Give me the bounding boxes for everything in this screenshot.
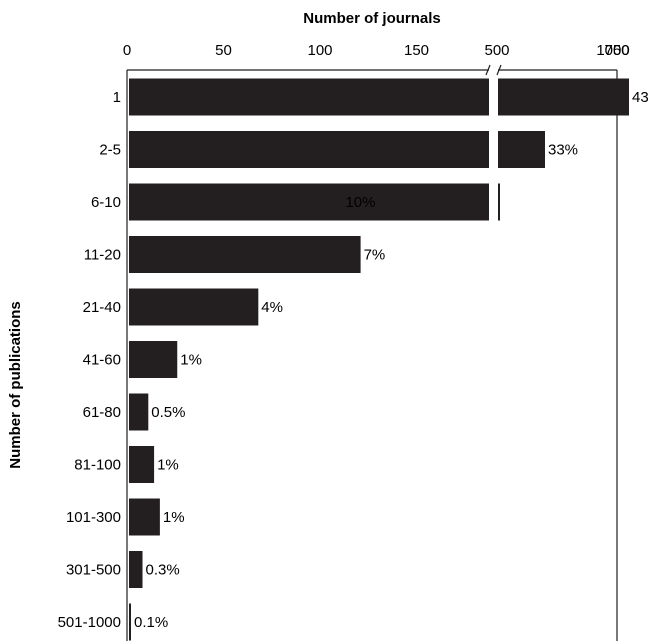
category-label: 61-80 bbox=[83, 404, 121, 421]
category-label: 2-5 bbox=[99, 142, 121, 159]
category-label: 21-40 bbox=[83, 299, 121, 316]
break-slash-right bbox=[496, 64, 502, 76]
percent-label: 33% bbox=[548, 142, 578, 159]
y-axis-title: Number of publications bbox=[7, 301, 24, 469]
axis-break bbox=[485, 64, 502, 76]
x-break-tick-label: 500 bbox=[484, 42, 509, 59]
bar-61-80 bbox=[129, 393, 149, 431]
category-label: 81-100 bbox=[74, 457, 121, 474]
bar-81-100 bbox=[129, 446, 155, 483]
percent-label: 0.3% bbox=[146, 562, 180, 579]
percent-label: 10% bbox=[345, 194, 375, 211]
x-break-tick-label: 1000 bbox=[596, 42, 629, 59]
bar-301-500 bbox=[129, 551, 143, 588]
percent-label: 43% bbox=[632, 89, 649, 106]
category-labels: 1 2-5 6-10 11-20 21-40 41-60 61-80 81-100 101-30… bbox=[58, 89, 121, 631]
category-label: 1 bbox=[113, 89, 121, 106]
bar-2-5-segment-2 bbox=[498, 131, 545, 168]
category-label: 6-10 bbox=[91, 194, 121, 211]
x-tick-label: 100 bbox=[307, 42, 332, 59]
category-label: 501-1000 bbox=[58, 614, 121, 631]
bar-41-60 bbox=[129, 341, 178, 378]
percent-label: 1% bbox=[157, 457, 179, 474]
percent-label: 1% bbox=[180, 352, 202, 369]
x-axis-title: Number of journals bbox=[303, 10, 441, 27]
bars bbox=[129, 78, 629, 641]
bar-1-segment-2 bbox=[498, 78, 629, 116]
x-tick-label: 0 bbox=[123, 42, 131, 59]
percent-label: 0.1% bbox=[134, 614, 168, 631]
x-tick-label: 150 bbox=[404, 42, 429, 59]
percent-label: 1% bbox=[163, 509, 185, 526]
bar-501-1000 bbox=[129, 603, 131, 641]
percent-label: 0.5% bbox=[151, 404, 185, 421]
x-tick-label: 50 bbox=[215, 42, 232, 59]
bar-101-300 bbox=[129, 498, 160, 536]
category-label: 41-60 bbox=[83, 352, 121, 369]
category-label: 11-20 bbox=[84, 247, 121, 264]
percent-label: 4% bbox=[261, 299, 283, 316]
bar-6-10-segment-2 bbox=[498, 183, 500, 221]
category-label: 101-300 bbox=[66, 509, 121, 526]
x-break-tick-label: 750 bbox=[604, 42, 629, 59]
category-label: 301-500 bbox=[66, 562, 121, 579]
break-slash-left bbox=[485, 64, 491, 76]
axes bbox=[126, 69, 618, 641]
percent-labels: 43% 33% 10% 7% 4% 1% 0.5% 1% 1% 0.3% 0.1% bbox=[134, 89, 649, 631]
bar-6-10-segment-1 bbox=[129, 183, 489, 221]
bar-21-40 bbox=[129, 288, 259, 326]
bar-1-segment-1 bbox=[129, 78, 489, 116]
bar-2-5-segment-1 bbox=[129, 131, 489, 168]
percent-label: 7% bbox=[364, 247, 386, 264]
bar-11-20 bbox=[129, 236, 361, 273]
